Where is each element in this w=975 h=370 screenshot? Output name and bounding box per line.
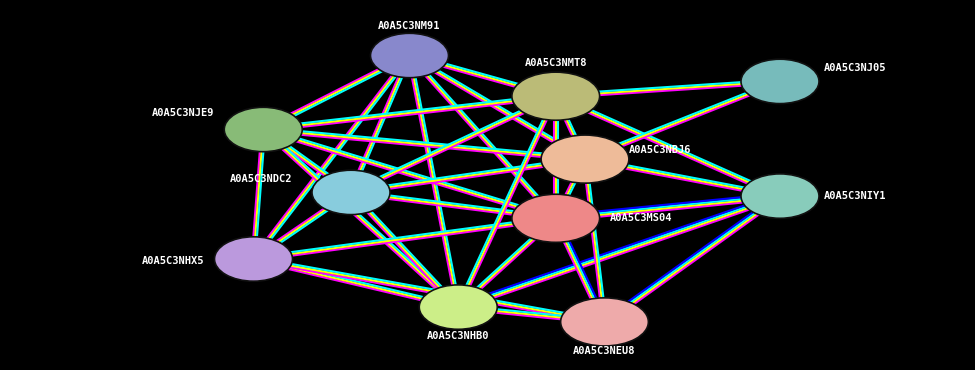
Ellipse shape [512, 194, 600, 242]
Text: A0A5C3NMT8: A0A5C3NMT8 [525, 58, 587, 68]
Ellipse shape [541, 135, 629, 183]
Ellipse shape [741, 174, 819, 218]
Ellipse shape [419, 285, 497, 329]
Text: A0A5C3NJE9: A0A5C3NJE9 [152, 108, 214, 118]
Ellipse shape [561, 298, 648, 346]
Text: A0A5C3NM91: A0A5C3NM91 [378, 21, 441, 31]
Ellipse shape [214, 237, 292, 281]
Ellipse shape [370, 33, 448, 78]
Ellipse shape [224, 107, 302, 152]
Text: A0A5C3NHB0: A0A5C3NHB0 [427, 331, 489, 341]
Ellipse shape [512, 72, 600, 120]
Ellipse shape [312, 170, 390, 215]
Text: A0A5C3NJ05: A0A5C3NJ05 [824, 63, 886, 74]
Ellipse shape [741, 59, 819, 104]
Text: A0A5C3NIY1: A0A5C3NIY1 [824, 191, 886, 201]
Text: A0A5C3NDC2: A0A5C3NDC2 [230, 174, 292, 185]
Text: A0A5C3NHX5: A0A5C3NHX5 [142, 256, 205, 266]
Text: A0A5C3NEU8: A0A5C3NEU8 [573, 346, 636, 356]
Text: A0A5C3NBJ6: A0A5C3NBJ6 [629, 145, 691, 155]
Text: A0A5C3MS04: A0A5C3MS04 [609, 213, 672, 223]
